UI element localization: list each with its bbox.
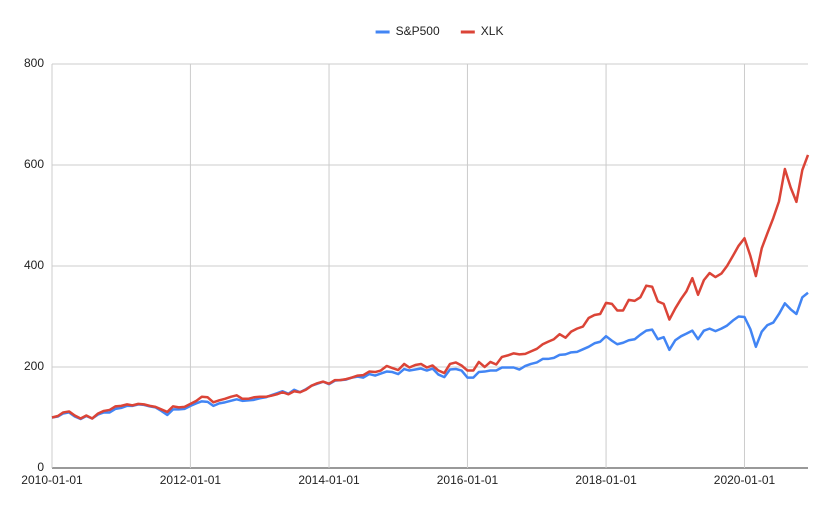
y-tick-label: 600 xyxy=(24,157,44,171)
y-tick-label: 0 xyxy=(37,460,44,474)
x-tick-label: 2010-01-01 xyxy=(21,473,83,487)
line-series xyxy=(51,291,809,421)
legend-label: S&P500 xyxy=(396,24,440,38)
y-tick-label: 400 xyxy=(24,258,44,272)
x-tick-label: 2016-01-01 xyxy=(437,473,499,487)
line-series xyxy=(51,154,810,420)
x-tick-label: 2012-01-01 xyxy=(160,473,222,487)
y-tick-label: 200 xyxy=(24,359,44,373)
x-tick-label: 2020-01-01 xyxy=(714,473,776,487)
x-tick-label: 2018-01-01 xyxy=(575,473,637,487)
y-tick-label: 800 xyxy=(24,56,44,70)
x-tick-label: 2014-01-01 xyxy=(298,473,360,487)
legend-label: XLK xyxy=(481,24,504,38)
